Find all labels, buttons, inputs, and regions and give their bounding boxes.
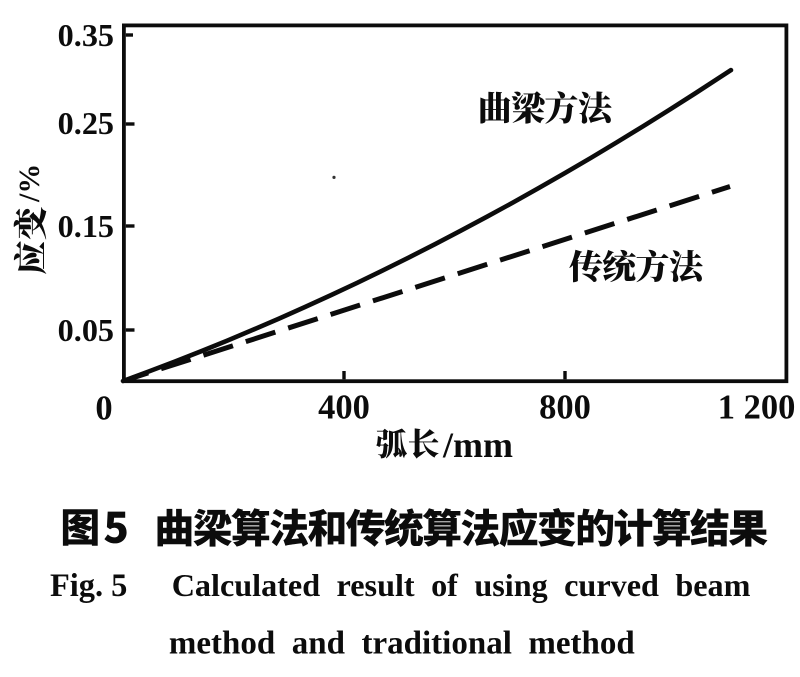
svg-text:400: 400 [318, 389, 370, 427]
svg-text:/mm: /mm [442, 425, 513, 465]
svg-text:0: 0 [95, 390, 112, 428]
svg-text:Calculated result of using cur: Calculated result of using curved beam [172, 567, 751, 603]
svg-text:/%: /% [13, 164, 46, 210]
svg-text:0.35: 0.35 [58, 17, 114, 53]
svg-text:1 200: 1 200 [718, 389, 796, 427]
svg-text:method and traditional method: method and traditional method [169, 626, 635, 662]
svg-text:0.25: 0.25 [58, 105, 114, 141]
svg-text:0.15: 0.15 [58, 208, 114, 244]
svg-text:800: 800 [539, 389, 591, 427]
svg-text:0.05: 0.05 [58, 312, 114, 348]
svg-text:Fig. 5: Fig. 5 [50, 568, 127, 604]
